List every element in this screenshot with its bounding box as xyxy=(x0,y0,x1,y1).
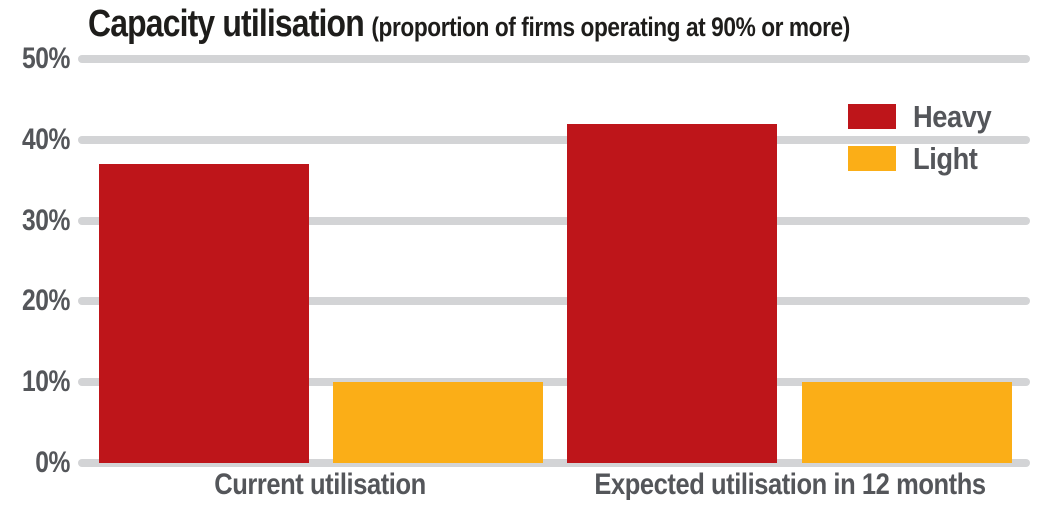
bar-heavy-expected xyxy=(567,123,777,463)
y-axis-tick-label: 0% xyxy=(35,446,70,479)
bar-light-current xyxy=(333,382,543,463)
bar-heavy-current xyxy=(99,164,309,463)
gridline-50% xyxy=(78,55,1030,63)
y-axis-tick-label: 30% xyxy=(21,203,70,237)
y-axis-tick-label: 20% xyxy=(21,284,70,318)
gridline-10% xyxy=(78,378,1030,387)
y-axis-tick-label: 50% xyxy=(21,42,70,75)
chart-header: Capacity utilisation (proportion of firm… xyxy=(88,3,850,46)
legend-swatch-light xyxy=(848,146,896,171)
legend-item-light: Light xyxy=(848,141,1002,176)
chart-title: Capacity utilisation xyxy=(88,3,365,45)
legend-item-heavy: Heavy xyxy=(848,99,1002,134)
legend-label: Light xyxy=(913,141,978,176)
y-axis-tick-label: 10% xyxy=(21,365,70,399)
x-axis-label: Expected utilisation in 12 months xyxy=(594,468,986,501)
legend-swatch-heavy xyxy=(848,104,896,129)
x-axis-label: Current utilisation xyxy=(214,468,426,501)
y-axis-tick-label: 40% xyxy=(21,122,70,156)
legend-label: Heavy xyxy=(913,99,992,134)
legend: Heavy Light xyxy=(848,99,1002,188)
gridline-40% xyxy=(78,135,1030,144)
chart-subtitle: (proportion of firms operating at 90% or… xyxy=(371,12,850,42)
gridline-0% xyxy=(78,459,1030,467)
gridline-20% xyxy=(78,297,1030,306)
gridline-30% xyxy=(78,216,1030,225)
bar-light-expected xyxy=(802,382,1012,463)
